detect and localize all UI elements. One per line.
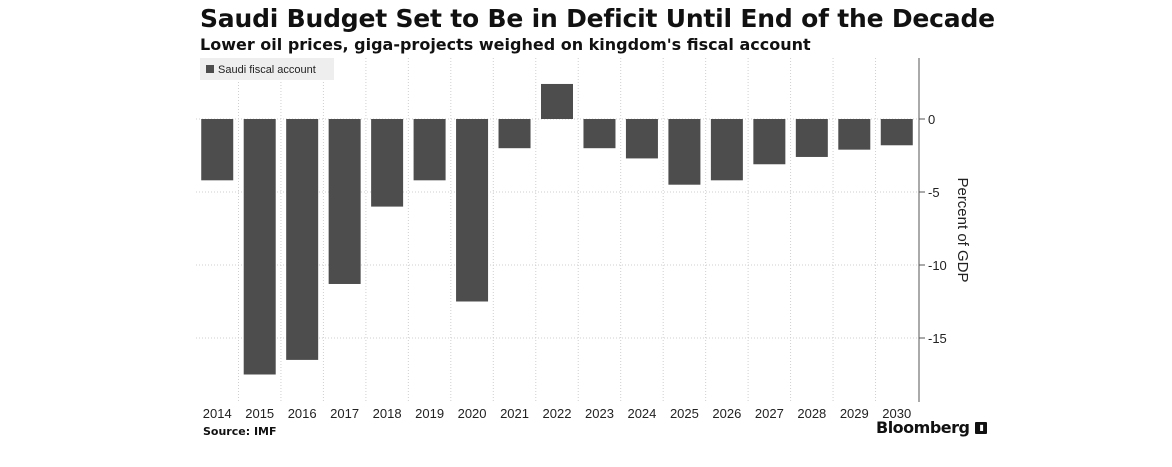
bar-2015 bbox=[243, 119, 276, 375]
legend-label: Saudi fiscal account bbox=[218, 64, 316, 76]
x-tick-label: 2015 bbox=[245, 406, 274, 421]
y-tick-label: -10 bbox=[928, 258, 947, 273]
x-tick-label: 2021 bbox=[500, 406, 529, 421]
legend-swatch bbox=[206, 65, 214, 73]
bar-2025 bbox=[668, 119, 701, 185]
x-tick-label: 2028 bbox=[797, 406, 826, 421]
bar-2017 bbox=[328, 119, 361, 284]
bar-2026 bbox=[710, 119, 743, 181]
x-tick-label: 2022 bbox=[543, 406, 572, 421]
x-tick-label: 2027 bbox=[755, 406, 784, 421]
y-tick-label: -15 bbox=[928, 331, 947, 346]
bloomberg-logo: Bloomberg ▮ bbox=[876, 418, 988, 437]
bar-2021 bbox=[498, 119, 531, 149]
x-tick-label: 2020 bbox=[458, 406, 487, 421]
x-tick-label: 2017 bbox=[330, 406, 359, 421]
bar-2030 bbox=[880, 119, 913, 146]
x-tick-label: 2023 bbox=[585, 406, 614, 421]
legend-background bbox=[200, 58, 334, 80]
bar-2029 bbox=[838, 119, 871, 150]
y-tick-label: -5 bbox=[928, 185, 940, 200]
brand-name: Bloomberg bbox=[876, 418, 970, 437]
legend: Saudi fiscal account bbox=[200, 58, 334, 80]
bar-2023 bbox=[583, 119, 616, 149]
bar-2020 bbox=[456, 119, 489, 302]
chart-title: Saudi Budget Set to Be in Deficit Until … bbox=[200, 4, 995, 33]
y-tick-label: 0 bbox=[928, 112, 935, 127]
x-tick-label: 2014 bbox=[203, 406, 232, 421]
bar-2014 bbox=[201, 119, 234, 181]
bar-2022 bbox=[541, 83, 573, 119]
bar-2016 bbox=[286, 119, 319, 360]
bar-2024 bbox=[625, 119, 658, 159]
x-tick-label: 2030 bbox=[882, 406, 911, 421]
axes: 2014 2015 2016 2017 2018 2019 2020 2021 2022 2023… bbox=[203, 58, 947, 421]
x-tick-label: 2018 bbox=[373, 406, 402, 421]
bar-2019 bbox=[413, 119, 446, 181]
bar-2028 bbox=[795, 119, 828, 157]
bar-2018 bbox=[371, 119, 404, 207]
x-tick-label: 2025 bbox=[670, 406, 699, 421]
y-axis-label: Percent of GDP bbox=[954, 177, 971, 282]
bars bbox=[201, 83, 913, 375]
x-tick-label: 2016 bbox=[288, 406, 317, 421]
x-tick-label: 2029 bbox=[840, 406, 869, 421]
x-tick-label: 2024 bbox=[627, 406, 656, 421]
bloomberg-terminal-icon: ▮ bbox=[975, 421, 988, 434]
chart-subtitle: Lower oil prices, giga-projects weighed … bbox=[200, 35, 811, 54]
x-tick-label: 2026 bbox=[712, 406, 741, 421]
source-note: Source: IMF bbox=[203, 425, 277, 438]
x-tick-label: 2019 bbox=[415, 406, 444, 421]
bar-2027 bbox=[753, 119, 786, 165]
